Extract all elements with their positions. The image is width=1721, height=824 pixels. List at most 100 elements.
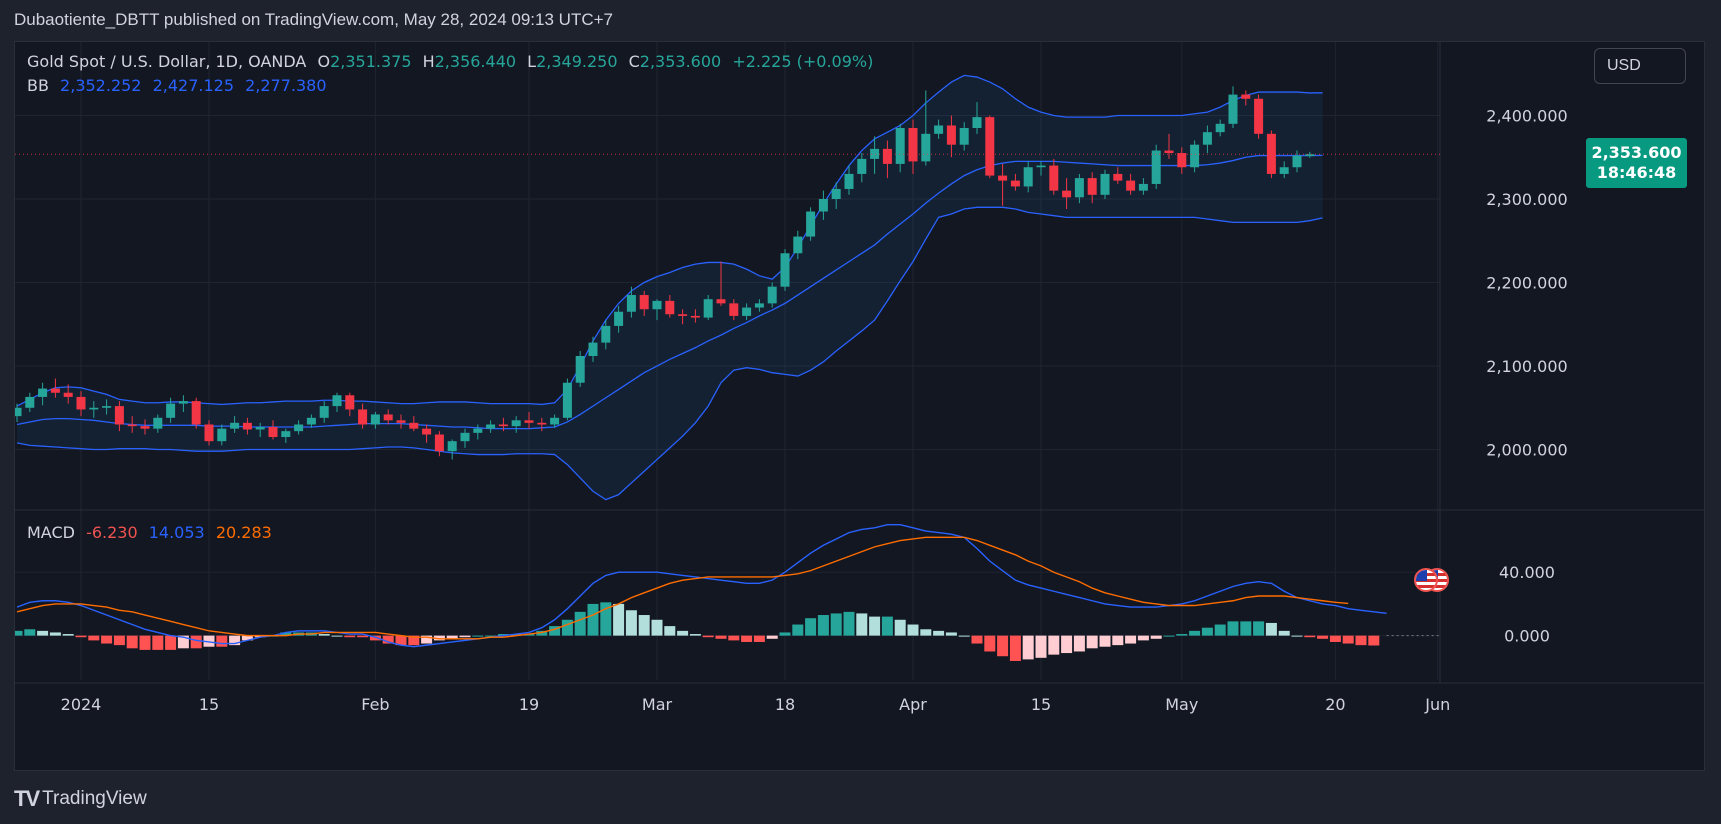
candle	[102, 406, 112, 408]
macd-histogram-bar	[485, 635, 497, 637]
macd-histogram-bar	[126, 635, 138, 649]
candle	[1228, 94, 1238, 124]
last-price-value: 2,353.600	[1591, 143, 1682, 162]
macd-histogram-bar	[152, 635, 164, 650]
candle	[498, 424, 508, 427]
macd-histogram-bar	[792, 624, 804, 636]
macd-name: MACD	[27, 523, 75, 542]
macd-histogram-bar	[241, 635, 253, 641]
bb-upper-value: 2,427.125	[152, 76, 235, 95]
macd-histogram-bar	[1073, 635, 1085, 652]
candle	[985, 117, 995, 176]
candle	[511, 420, 521, 427]
candle	[153, 417, 163, 429]
macd-histogram-bar	[907, 624, 919, 636]
macd-histogram-bar	[1035, 635, 1047, 658]
candle	[230, 422, 240, 429]
macd-axis-tick: 40.000	[1499, 563, 1555, 582]
bb-upper-line	[16, 74, 1323, 407]
macd-histogram-bar	[625, 610, 637, 636]
macd-histogram-bar	[446, 635, 458, 639]
candle	[25, 396, 35, 408]
macd-histogram-bar	[24, 629, 36, 636]
macd-histogram-bar	[869, 616, 881, 636]
candle	[268, 426, 278, 438]
candle	[882, 148, 892, 164]
bb-lower-value: 2,277.380	[245, 76, 327, 95]
candle	[396, 420, 406, 423]
candle	[831, 188, 841, 199]
macd-histogram-bar	[1022, 635, 1034, 660]
candle	[1074, 178, 1084, 198]
macd-histogram-bar	[1009, 635, 1021, 661]
us-flag-event-icon[interactable]	[1414, 568, 1438, 592]
candle	[15, 407, 22, 417]
chart-area[interactable]: 2,400.000 2,300.000 2,200.000 2,100.000 2,00…	[14, 41, 1705, 771]
macd-histogram-bar	[344, 635, 356, 638]
macd-line-value: 14.053	[148, 523, 205, 542]
candle	[524, 420, 534, 423]
macd-histogram-bar	[677, 630, 689, 636]
macd-histogram-bar	[536, 630, 548, 636]
candle	[358, 409, 368, 425]
macd-histogram-bar	[561, 619, 573, 636]
candle	[562, 382, 572, 418]
macd-histogram-bar	[1048, 635, 1060, 655]
macd-histogram-bar	[613, 603, 625, 636]
time-axis-tick: 19	[519, 695, 539, 714]
candle	[217, 428, 227, 442]
macd-histogram-bar	[1317, 635, 1329, 639]
time-axis-tick: Feb	[361, 695, 389, 714]
time-axis-tick: 15	[1031, 695, 1051, 714]
candle	[972, 117, 982, 128]
candle	[89, 407, 99, 410]
macd-histogram-bar	[1137, 635, 1149, 641]
macd-histogram-bar	[254, 635, 266, 638]
macd-histogram-bar	[933, 630, 945, 636]
candle	[447, 441, 457, 452]
candle	[242, 422, 252, 430]
candle	[409, 422, 419, 429]
macd-histogram-bar	[664, 626, 676, 636]
candle	[434, 434, 444, 452]
candle	[486, 424, 496, 429]
macd-histogram-bar	[549, 626, 561, 636]
macd-histogram-bar	[165, 635, 177, 650]
candle	[998, 175, 1008, 181]
footer-brand[interactable]: TV TradingView	[14, 784, 147, 814]
candle	[921, 133, 931, 162]
candle	[1292, 155, 1302, 168]
candle	[716, 299, 726, 304]
macd-histogram-bar	[113, 635, 125, 646]
candle	[178, 401, 188, 404]
time-axis-tick: Jun	[1424, 695, 1450, 714]
macd-histogram-bar	[1125, 635, 1137, 644]
low-key: L	[527, 52, 537, 71]
macd-histogram-bar	[1061, 635, 1073, 654]
macd-histogram-bar	[1368, 635, 1380, 646]
chart-canvas[interactable]: 2,400.000 2,300.000 2,200.000 2,100.000 2,00…	[15, 42, 1705, 771]
candle	[690, 315, 700, 318]
candle	[908, 127, 918, 162]
macd-histogram-bar	[1329, 635, 1341, 642]
macd-histogram-bar	[1291, 635, 1303, 637]
currency-button[interactable]: USD	[1594, 48, 1686, 84]
candle	[1113, 173, 1123, 181]
macd-histogram-bar	[510, 634, 522, 636]
candle	[550, 417, 560, 425]
candle	[1177, 153, 1187, 168]
macd-histogram-bar	[856, 613, 868, 636]
price-axis-tick: 2,300.000	[1486, 190, 1567, 209]
macd-histogram-bar	[945, 632, 957, 636]
high-value: 2,356.440	[434, 52, 517, 71]
candle	[127, 424, 137, 427]
candle	[626, 295, 636, 312]
candle	[1202, 132, 1212, 145]
bb-lower-line	[16, 206, 1323, 501]
macd-histogram-bar	[766, 635, 778, 639]
price-axis-tick: 2,100.000	[1486, 357, 1567, 376]
candle	[255, 426, 265, 430]
candle	[959, 127, 969, 145]
macd-histogram-bar	[1355, 635, 1367, 646]
macd-histogram-bar	[1304, 635, 1316, 638]
